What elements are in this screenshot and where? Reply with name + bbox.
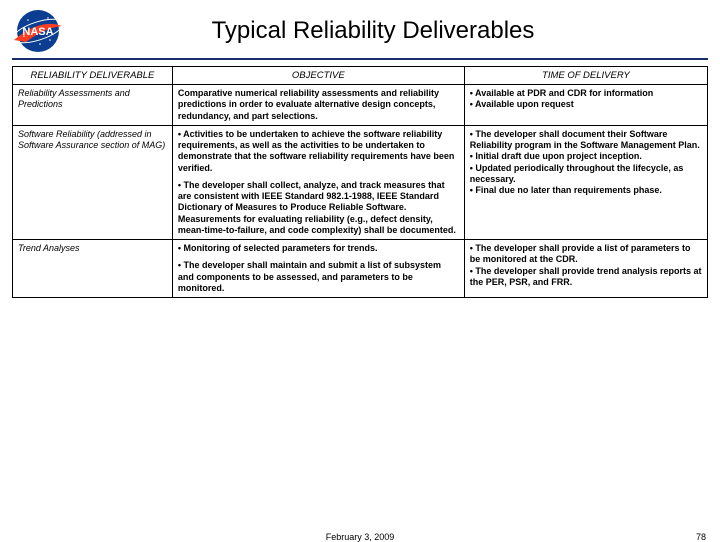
page-title: Typical Reliability Deliverables [86,17,700,45]
svg-text:NASA: NASA [22,26,53,38]
time-text: • The developer shall document their Sof… [470,129,702,152]
footer-page-number: 78 [696,532,706,542]
header: NASA Typical Reliability Deliverables [0,0,720,58]
table-row: Trend Analyses • Monitoring of selected … [13,240,708,298]
time-text: • The developer shall provide a list of … [470,243,702,266]
time-text: • Initial draft due upon project incepti… [470,151,702,162]
table-container: RELIABILITY DELIVERABLE OBJECTIVE TIME O… [0,66,720,298]
nasa-logo: NASA [10,8,66,54]
col-header-time: TIME OF DELIVERY [464,67,707,85]
deliverables-table: RELIABILITY DELIVERABLE OBJECTIVE TIME O… [12,66,708,298]
time-text: • Final due no later than requirements p… [470,185,702,196]
time-text: • Updated periodically throughout the li… [470,163,702,186]
title-underline [12,58,708,60]
footer-date: February 3, 2009 [326,532,395,542]
objective-text: • Monitoring of selected parameters for … [178,243,459,254]
cell-time: • The developer shall document their Sof… [464,125,707,239]
cell-objective: • Monitoring of selected parameters for … [172,240,464,298]
cell-deliverable: Reliability Assessments and Predictions [13,85,173,126]
objective-text: Comparative numerical reliability assess… [178,88,459,122]
table-row: Reliability Assessments and Predictions … [13,85,708,126]
col-header-objective: OBJECTIVE [172,67,464,85]
table-row: Software Reliability (addressed in Softw… [13,125,708,239]
table-header-row: RELIABILITY DELIVERABLE OBJECTIVE TIME O… [13,67,708,85]
cell-deliverable: Trend Analyses [13,240,173,298]
objective-text: • The developer shall collect, analyze, … [178,180,459,236]
time-text: • Available at PDR and CDR for informati… [470,88,702,99]
cell-objective: • Activities to be undertaken to achieve… [172,125,464,239]
cell-objective: Comparative numerical reliability assess… [172,85,464,126]
cell-time: • Available at PDR and CDR for informati… [464,85,707,126]
time-text: • The developer shall provide trend anal… [470,266,702,289]
objective-text: • Activities to be undertaken to achieve… [178,129,459,174]
col-header-deliverable: RELIABILITY DELIVERABLE [13,67,173,85]
time-text: • Available upon request [470,99,702,110]
cell-deliverable: Software Reliability (addressed in Softw… [13,125,173,239]
cell-time: • The developer shall provide a list of … [464,240,707,298]
objective-text: • The developer shall maintain and submi… [178,260,459,294]
